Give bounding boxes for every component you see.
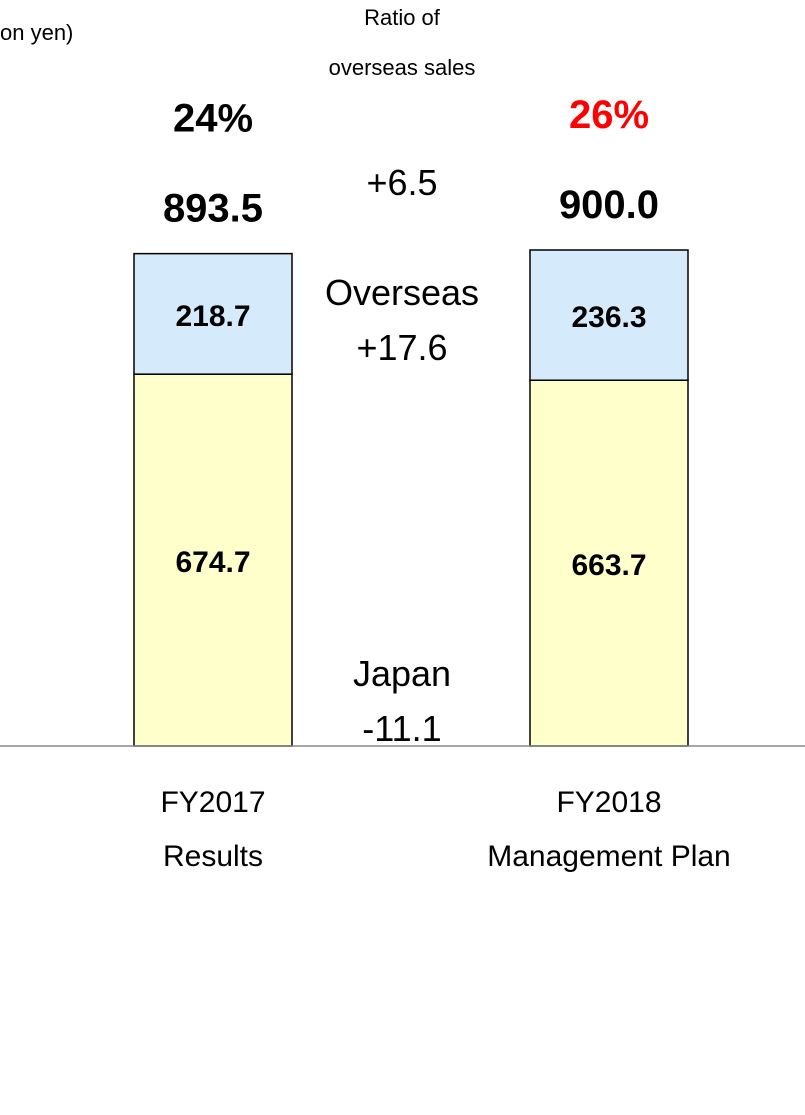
bar-segment-overseas-1 <box>133 252 293 375</box>
total-label-1: 893.5 <box>163 187 263 231</box>
category-label-1-line-1: FY2017 <box>160 786 265 819</box>
data-label-japan-1: 674.7 <box>175 546 250 579</box>
overseas-change-name: Overseas <box>325 272 479 313</box>
category-label-2-line-1: FY2018 <box>556 786 661 819</box>
data-label-overseas-1: 218.7 <box>175 300 250 333</box>
labels-layer: 674.7 218.7 893.5 24% FY2017 Results 663.7 236.… <box>160 93 730 873</box>
ratio-value-1: 24% <box>173 97 253 141</box>
ratio-label-line-2: overseas sales <box>329 55 476 80</box>
category-label-1-line-2: Results <box>163 840 263 873</box>
ratio-value-2: 26% <box>569 93 649 137</box>
data-label-japan-2: 663.7 <box>571 549 646 582</box>
bar-segment-japan-1 <box>133 373 293 747</box>
japan-change-name: Japan <box>353 653 451 694</box>
japan-change-value: -11.1 <box>362 708 441 749</box>
overseas-change-value: +17.6 <box>356 327 447 368</box>
bars-layer <box>133 249 689 747</box>
unit-label: on yen) <box>0 20 73 45</box>
bar-segment-overseas-2 <box>529 249 689 381</box>
ratio-label-line-1: Ratio of <box>364 5 441 30</box>
category-label-2-line-2: Management Plan <box>487 840 731 873</box>
total-change-label: +6.5 <box>366 162 437 203</box>
data-label-overseas-2: 236.3 <box>571 301 646 334</box>
total-label-2: 900.0 <box>559 183 659 227</box>
